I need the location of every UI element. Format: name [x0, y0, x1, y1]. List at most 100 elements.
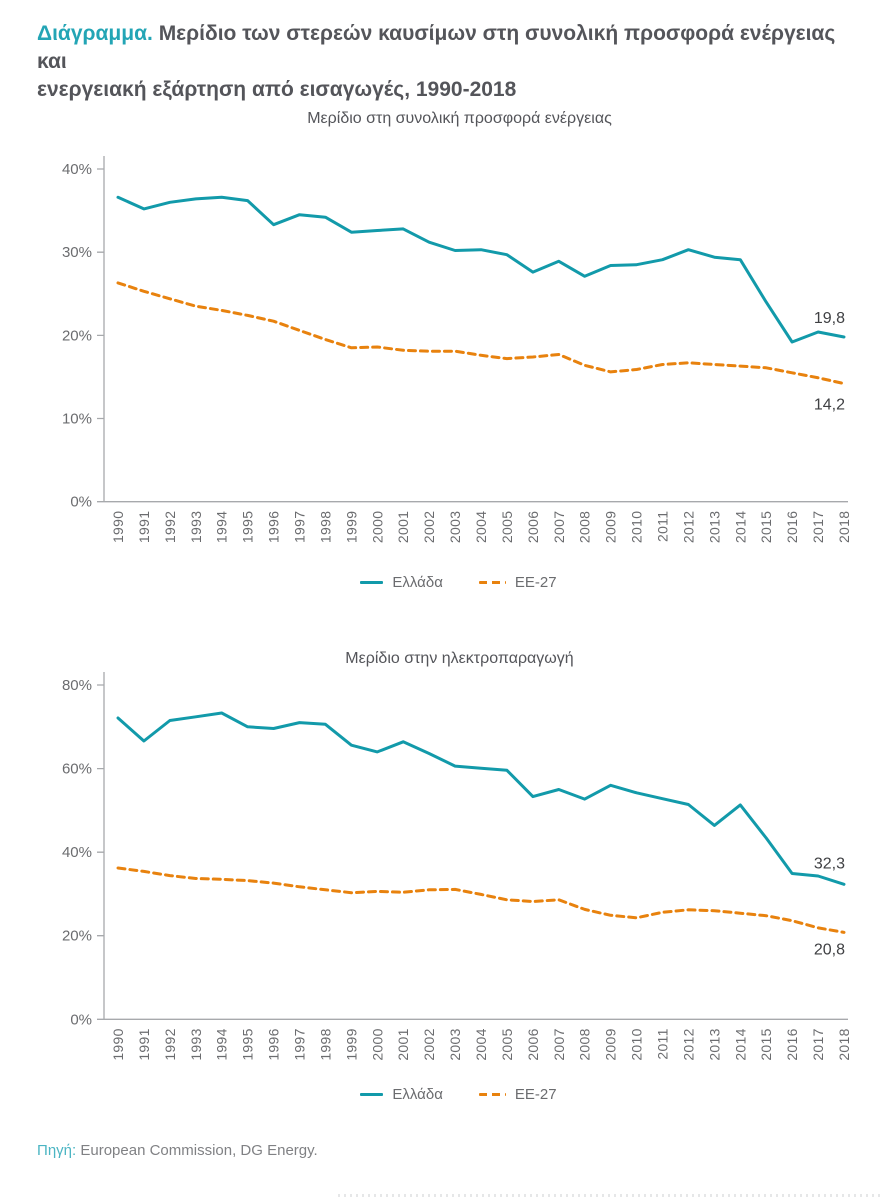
x-tick-label: 2013 — [706, 1028, 722, 1060]
greece-line — [116, 711, 846, 886]
legend-item-eu27: ΕΕ-27 — [478, 1086, 557, 1103]
page-title: Διάγραμμα. Μερίδιο των στερεών καυσίμων … — [37, 20, 867, 104]
chart2-electricity: 80% 60% 40% 20% 0% 1990 1991 1992 1993 1994 1995 19… — [62, 672, 852, 1061]
x-tick-label: 1993 — [188, 1028, 204, 1060]
x-tick-label: 2015 — [758, 511, 774, 543]
y-tick-label: 20% — [62, 327, 92, 344]
cropped-text-artifact — [338, 1194, 882, 1197]
axis-lines — [97, 672, 848, 1020]
x-tick-label: 2007 — [551, 511, 567, 543]
x-tick-label: 2011 — [655, 511, 671, 542]
x-tick-label: 2002 — [421, 511, 437, 543]
x-tick-label: 1994 — [214, 511, 230, 543]
chart1-energy-supply: 40% 30% 20% 10% 0% 1990 1991 1992 1993 1994 1995 19… — [62, 156, 852, 543]
x-tick-label: 2016 — [784, 511, 800, 543]
x-tick-label: 1991 — [136, 1028, 152, 1060]
x-tick-label: 1996 — [266, 511, 282, 543]
legend-label-greece: Ελλάδα — [392, 1086, 443, 1103]
x-tick-label: 2010 — [629, 1028, 645, 1060]
x-tick-label: 1997 — [292, 511, 308, 543]
eu27-line-swatch-icon — [478, 1093, 506, 1096]
x-tick-label: 1992 — [162, 511, 178, 543]
eu27-line — [116, 866, 846, 934]
x-tick-label: 2008 — [577, 511, 593, 543]
x-tick-label: 2016 — [784, 1028, 800, 1060]
x-tick-label: 2013 — [706, 511, 722, 543]
x-tick-label: 2012 — [680, 1028, 696, 1060]
chart2-legend: Ελλάδα ΕΕ-27 — [15, 1086, 887, 1103]
legend-item-greece: Ελλάδα — [360, 574, 443, 591]
x-tick-label: 2006 — [525, 1028, 541, 1060]
x-tick-label: 2007 — [551, 1028, 567, 1060]
x-tick-label: 1998 — [317, 1028, 333, 1060]
x-tick-label: 1994 — [214, 1028, 230, 1060]
y-tick-label: 40% — [62, 844, 92, 861]
x-tick-label: 2003 — [447, 511, 463, 543]
x-tick-label: 1996 — [266, 1028, 282, 1060]
x-tick-label: 2009 — [603, 511, 619, 543]
x-tick-label: 2014 — [732, 511, 748, 543]
eu27-line-swatch-icon — [478, 581, 506, 584]
x-tick-label: 1991 — [136, 511, 152, 543]
eu27-line-end-value-label: 14,2 — [814, 397, 845, 414]
x-tick-label: 2004 — [473, 511, 489, 543]
x-tick-label: 2015 — [758, 1028, 774, 1060]
x-tick-label: 2000 — [369, 1028, 385, 1060]
greece-line-swatch-icon — [360, 581, 384, 584]
eu27-line — [116, 281, 846, 386]
x-tick-label: 2005 — [499, 511, 515, 543]
x-tick-label: 2017 — [810, 511, 826, 543]
x-tick-label: 2009 — [603, 1028, 619, 1060]
y-tick-label: 30% — [62, 244, 92, 261]
x-tick-label: 2011 — [655, 1028, 671, 1059]
legend-item-eu27: ΕΕ-27 — [478, 574, 557, 591]
x-tick-label: 1999 — [343, 1028, 359, 1060]
x-tick-label: 2010 — [629, 511, 645, 543]
eu27-line-end-value-label: 20,8 — [814, 941, 845, 958]
legend-label-eu27: ΕΕ-27 — [514, 1086, 557, 1103]
source-text: European Commission, DG Energy. — [76, 1142, 318, 1159]
y-tick-label: 20% — [62, 928, 92, 945]
greece-line-end-value-label: 19,8 — [814, 310, 845, 327]
legend-item-greece: Ελλάδα — [360, 1086, 443, 1103]
x-tick-label: 2002 — [421, 1028, 437, 1060]
x-tick-label: 2014 — [732, 1028, 748, 1060]
chart1-title: Μερίδιο στη συνολική προσφορά ενέργειας — [307, 110, 612, 127]
x-tick-label: 1998 — [317, 511, 333, 543]
page-title-line1: Μερίδιο των στερεών καυσίμων στη συνολικ… — [37, 22, 836, 73]
x-tick-label: 1992 — [162, 1028, 178, 1060]
x-tick-label: 1993 — [188, 511, 204, 543]
x-tick-label: 1990 — [110, 511, 126, 543]
x-tick-label: 1995 — [240, 511, 256, 543]
x-tick-label: 1999 — [343, 511, 359, 543]
x-tick-label: 2017 — [810, 1028, 826, 1060]
x-tick-label: 2003 — [447, 1028, 463, 1060]
y-tick-label: 10% — [62, 411, 92, 428]
greece-line-swatch-icon — [360, 1093, 384, 1096]
x-tick-label: 2018 — [836, 511, 852, 543]
y-tick-label: 0% — [70, 494, 92, 511]
page-title-line2: ενεργειακή εξάρτηση από εισαγωγές, 1990-… — [37, 78, 517, 101]
greece-line-end-value-label: 32,3 — [814, 855, 845, 872]
legend-label-greece: Ελλάδα — [392, 574, 443, 591]
x-tick-label: 1995 — [240, 1028, 256, 1060]
page-title-accent: Διάγραμμα. — [37, 22, 153, 45]
source-note: Πηγή: European Commission, DG Energy. — [37, 1142, 318, 1159]
greece-line — [116, 195, 846, 344]
x-tick-label: 2005 — [499, 1028, 515, 1060]
y-tick-label: 0% — [70, 1011, 92, 1028]
y-tick-label: 40% — [62, 161, 92, 178]
chart2-title: Μερίδιο στην ηλεκτροπαραγωγή — [345, 650, 574, 667]
x-tick-label: 1990 — [110, 1028, 126, 1060]
y-tick-label: 80% — [62, 677, 92, 694]
chart1-legend: Ελλάδα ΕΕ-27 — [15, 574, 887, 591]
y-tick-label: 60% — [62, 761, 92, 778]
x-tick-label: 2008 — [577, 1028, 593, 1060]
x-tick-label: 2001 — [395, 511, 411, 543]
axis-lines — [97, 156, 848, 503]
x-tick-label: 2001 — [395, 1028, 411, 1060]
source-label: Πηγή: — [37, 1142, 77, 1159]
x-tick-label: 2012 — [680, 511, 696, 543]
x-tick-label: 2004 — [473, 1028, 489, 1060]
x-tick-label: 1997 — [292, 1028, 308, 1060]
